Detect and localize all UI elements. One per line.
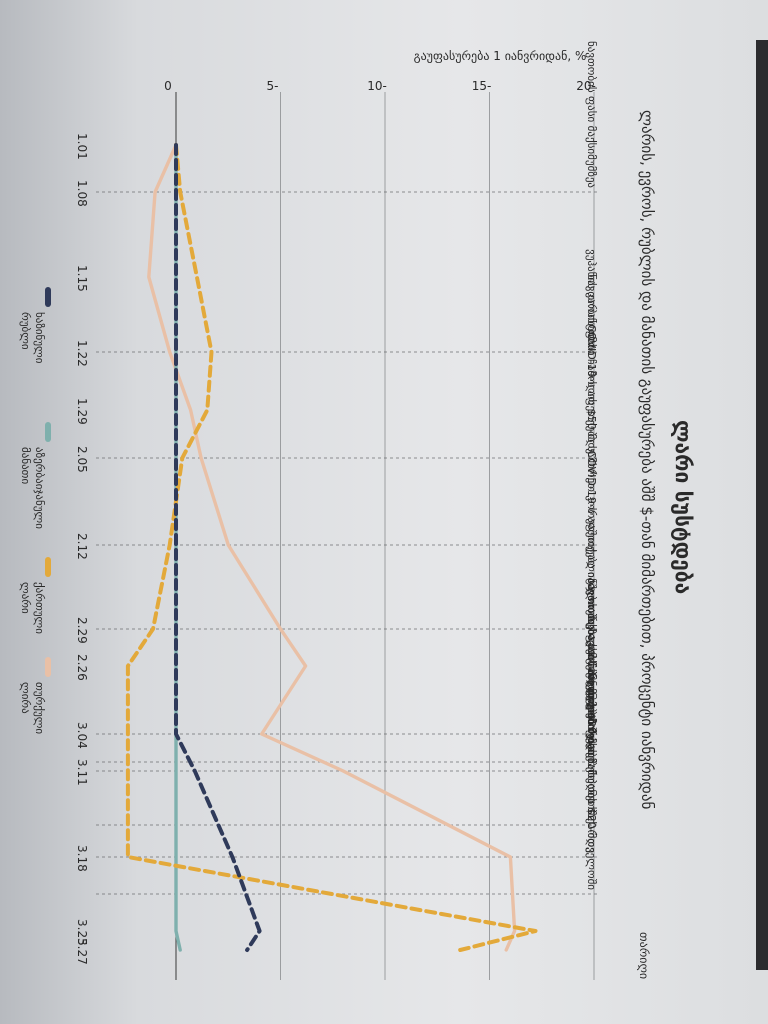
annotation-label: ვუჰანის კარანტინი [585,249,598,348]
annotation-label: ნავთობის ფასი ჩამოდის $50-მდე [585,274,598,454]
x-tick-label: 2.26 [75,654,89,681]
annotation-label: COVID-19-ს აფეთქება იტალიაში [585,451,598,626]
y-tick-label: 20- [576,79,596,93]
x-axis-label: თარიღი [637,932,651,979]
legend-label: თურქული [33,682,46,734]
y-tick-label: 0 [164,79,172,93]
legend-label: აზერბაიჯანული [33,447,46,529]
annotation-label: იტალიაში იხურება სასწავლებლები [585,542,598,731]
x-tick-label: 3.18 [75,845,89,872]
annotation-label: საგანგებო მდგომარეობა საქართველოში [585,669,598,890]
legend-label: ლარი [19,582,32,614]
series-line [147,143,517,952]
annotation-label: საგანგებო მდგომარეობა ესპანეთში [585,629,598,821]
annotation-label: ჯ.ბ.ო აცხადებს პანდემიის შესახებ [585,587,598,767]
y-tick-label: 5- [267,79,279,93]
x-tick-label: 3.25 [75,919,89,946]
y-tick-labels: 0 5- 10- 15- 20- [164,79,596,93]
x-tick-label: 1.08 [75,180,89,207]
legend-label: ქართული [33,582,46,634]
x-tick-label: 1.29 [75,398,89,425]
annotations: ნავთობის ფასი მაქსიმუმზეა ვუჰანის კარანტი… [96,41,600,895]
chart-title: ლარი სუსტდება [671,420,695,594]
legend-label: ხაზინული [33,312,46,364]
x-tick-label: 1.01 [75,133,89,160]
chart-subtitle: ლარის, ევროს, რუბლის და მანათის გაუფასურ… [638,110,656,809]
x-tick-label: 2.29 [75,617,89,644]
x-tick-label: 3.11 [75,759,89,786]
x-tick-label: 1.22 [75,340,89,367]
legend-label: მანათი [19,447,32,484]
annotation-label: ნავთობის ფასი მაქსიმუმზეა [585,41,598,188]
y-tick-label: 15- [472,79,492,93]
x-tick-label: 3.27 [75,938,89,965]
grid-lines [175,92,595,980]
x-tick-label: 1.15 [75,265,89,292]
legend-label: რუბლი [19,312,32,350]
x-tick-label: 2.12 [75,533,89,560]
x-tick-label: 3.04 [75,722,89,749]
series-line [125,143,538,952]
series-lines [125,143,538,952]
annotation-label: ნავთობის ფასი ჩამოდის $30-მდე [585,578,598,758]
y-tick-label: 10- [367,79,387,93]
legend-label: ლირა [19,682,32,714]
page-edge [756,40,768,970]
x-tick-labels: 1.01 1.08 1.15 1.22 1.29 2.05 2.12 2.29 2.26 3.04… [75,133,89,965]
legend: ხაზინულირუბლიაზერბაიჯანულიმანათიქართულილ… [19,287,51,734]
annotation-label: ნავთობის ფასი ჩამოდის $20-მდე [585,673,598,853]
y-axis-label: გაუფასურება 1 იანვრიდან, % [414,49,587,63]
series-line [174,143,262,952]
x-tick-label: 2.05 [75,446,89,473]
annotation-label: COVID-19-ს აფეთქება სამხრეთ კორეაში [585,324,598,541]
